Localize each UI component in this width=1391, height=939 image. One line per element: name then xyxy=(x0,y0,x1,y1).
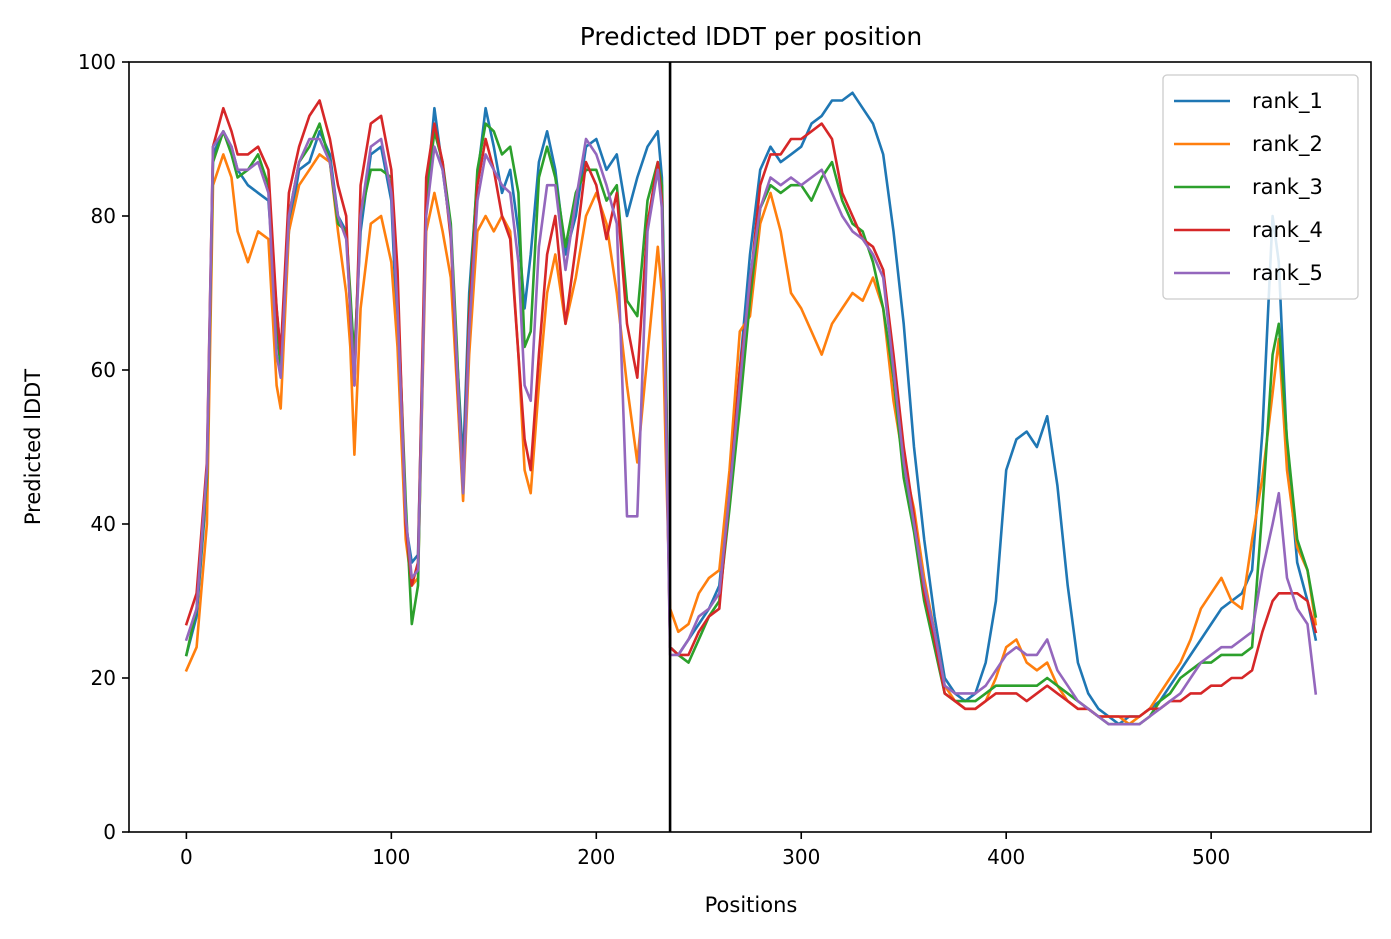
legend-box xyxy=(1162,74,1359,300)
series-lines xyxy=(184,91,1318,726)
y-axis-label: Predicted lDDT xyxy=(21,369,45,525)
y-tick-label: 100 xyxy=(78,50,116,74)
legend-label-rank_5: rank_5 xyxy=(1252,261,1323,286)
x-tick-label: 400 xyxy=(987,845,1025,869)
x-axis-label: Positions xyxy=(705,893,798,917)
x-tick-label: 500 xyxy=(1192,845,1230,869)
y-tick-label: 60 xyxy=(91,358,116,382)
x-axis: 0 100 200 300 400 500 xyxy=(180,832,1230,869)
x-tick-label: 200 xyxy=(577,845,615,869)
x-tick-label: 0 xyxy=(180,845,193,869)
y-axis: 0 20 40 60 80 100 xyxy=(78,50,129,844)
y-tick-label: 20 xyxy=(91,666,116,690)
legend: rank_1 rank_2 rank_3 rank_4 rank_5 xyxy=(1162,74,1359,300)
legend-label-rank_1: rank_1 xyxy=(1252,89,1323,114)
plot-area xyxy=(128,61,1372,833)
x-tick-label: 100 xyxy=(372,845,410,869)
legend-label-rank_4: rank_4 xyxy=(1252,218,1323,243)
chart-title: Predicted lDDT per position xyxy=(580,22,922,51)
y-tick-label: 80 xyxy=(91,204,116,228)
series-line-rank_5 xyxy=(184,130,1318,726)
y-tick-label: 40 xyxy=(91,512,116,536)
y-tick-label: 0 xyxy=(103,820,116,844)
legend-label-rank_2: rank_2 xyxy=(1252,132,1323,157)
legend-label-rank_3: rank_3 xyxy=(1252,175,1323,200)
x-tick-label: 300 xyxy=(782,845,820,869)
plot-frame xyxy=(128,61,1372,833)
